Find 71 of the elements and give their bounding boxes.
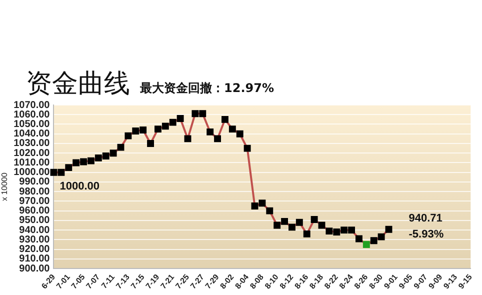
- y-tick-label: 1000.00: [14, 167, 50, 178]
- y-tick-label: 990.00: [19, 176, 50, 188]
- point: [87, 157, 94, 164]
- point: [72, 159, 80, 166]
- point: [333, 228, 340, 236]
- point: [124, 132, 132, 140]
- point: [117, 144, 124, 151]
- point: [110, 150, 117, 157]
- point: [340, 226, 348, 234]
- point: [80, 158, 87, 166]
- point: [281, 218, 288, 225]
- y-tick-label: 920.00: [19, 244, 50, 256]
- point: [378, 233, 385, 240]
- y-tick-label: 1060.00: [14, 109, 50, 120]
- point: [228, 126, 236, 133]
- y-tick-label: 930.00: [19, 234, 50, 246]
- point: [176, 114, 184, 122]
- point: [296, 218, 303, 226]
- point: [348, 226, 356, 234]
- y-tick-label: 900.00: [19, 263, 50, 274]
- point: [58, 168, 65, 176]
- point: [214, 135, 222, 142]
- point: [222, 116, 228, 123]
- point: [199, 110, 206, 118]
- point: [192, 110, 199, 118]
- point: [274, 222, 281, 229]
- point: [65, 164, 72, 172]
- point: [303, 230, 310, 238]
- chart-title: 资金曲线: [26, 68, 130, 101]
- point: [94, 154, 102, 162]
- point: [102, 152, 110, 160]
- point: [154, 126, 162, 133]
- y-axis-title: x 10000: [0, 172, 10, 202]
- annotation: 1000.00: [60, 180, 100, 192]
- x-tick-label: 7-11: [100, 272, 117, 290]
- point: [236, 130, 244, 138]
- annotation: -5.93%: [408, 228, 444, 240]
- point: [326, 228, 333, 235]
- chart-subtitle: 最大资金回撤：12.97%: [140, 80, 274, 97]
- point: [258, 200, 266, 207]
- y-tick-label: 910.00: [19, 254, 50, 265]
- y-tick-label: 1010.00: [14, 157, 50, 168]
- y-tick-label: 1050.00: [14, 118, 50, 130]
- y-tick-label: 1030.00: [14, 138, 50, 150]
- point: [184, 135, 192, 142]
- point: [162, 122, 169, 130]
- point: [385, 226, 392, 233]
- point: [251, 202, 258, 210]
- point: [206, 128, 214, 136]
- y-tick-label: 1040.00: [14, 128, 50, 140]
- annotation: 940.71: [408, 212, 442, 224]
- point: [140, 126, 147, 134]
- point: [169, 118, 176, 126]
- point: [50, 168, 58, 176]
- y-tick-label: 950.00: [19, 215, 50, 226]
- point: [147, 140, 154, 147]
- point: [244, 144, 251, 152]
- y-tick-label: 1070.00: [14, 100, 50, 111]
- y-tick-label: 960.00: [19, 206, 50, 217]
- y-tick-label: 970.00: [19, 196, 50, 207]
- y-tick-label: 940.00: [19, 224, 50, 236]
- point: [356, 235, 362, 242]
- y-tick-label: 1020.00: [14, 148, 50, 159]
- point: [370, 237, 378, 244]
- point: [310, 216, 318, 223]
- point: [362, 241, 370, 248]
- point: [318, 222, 326, 229]
- point: [266, 207, 274, 214]
- point: [288, 224, 296, 231]
- point: [132, 128, 140, 134]
- y-tick-label: 980.00: [19, 186, 50, 198]
